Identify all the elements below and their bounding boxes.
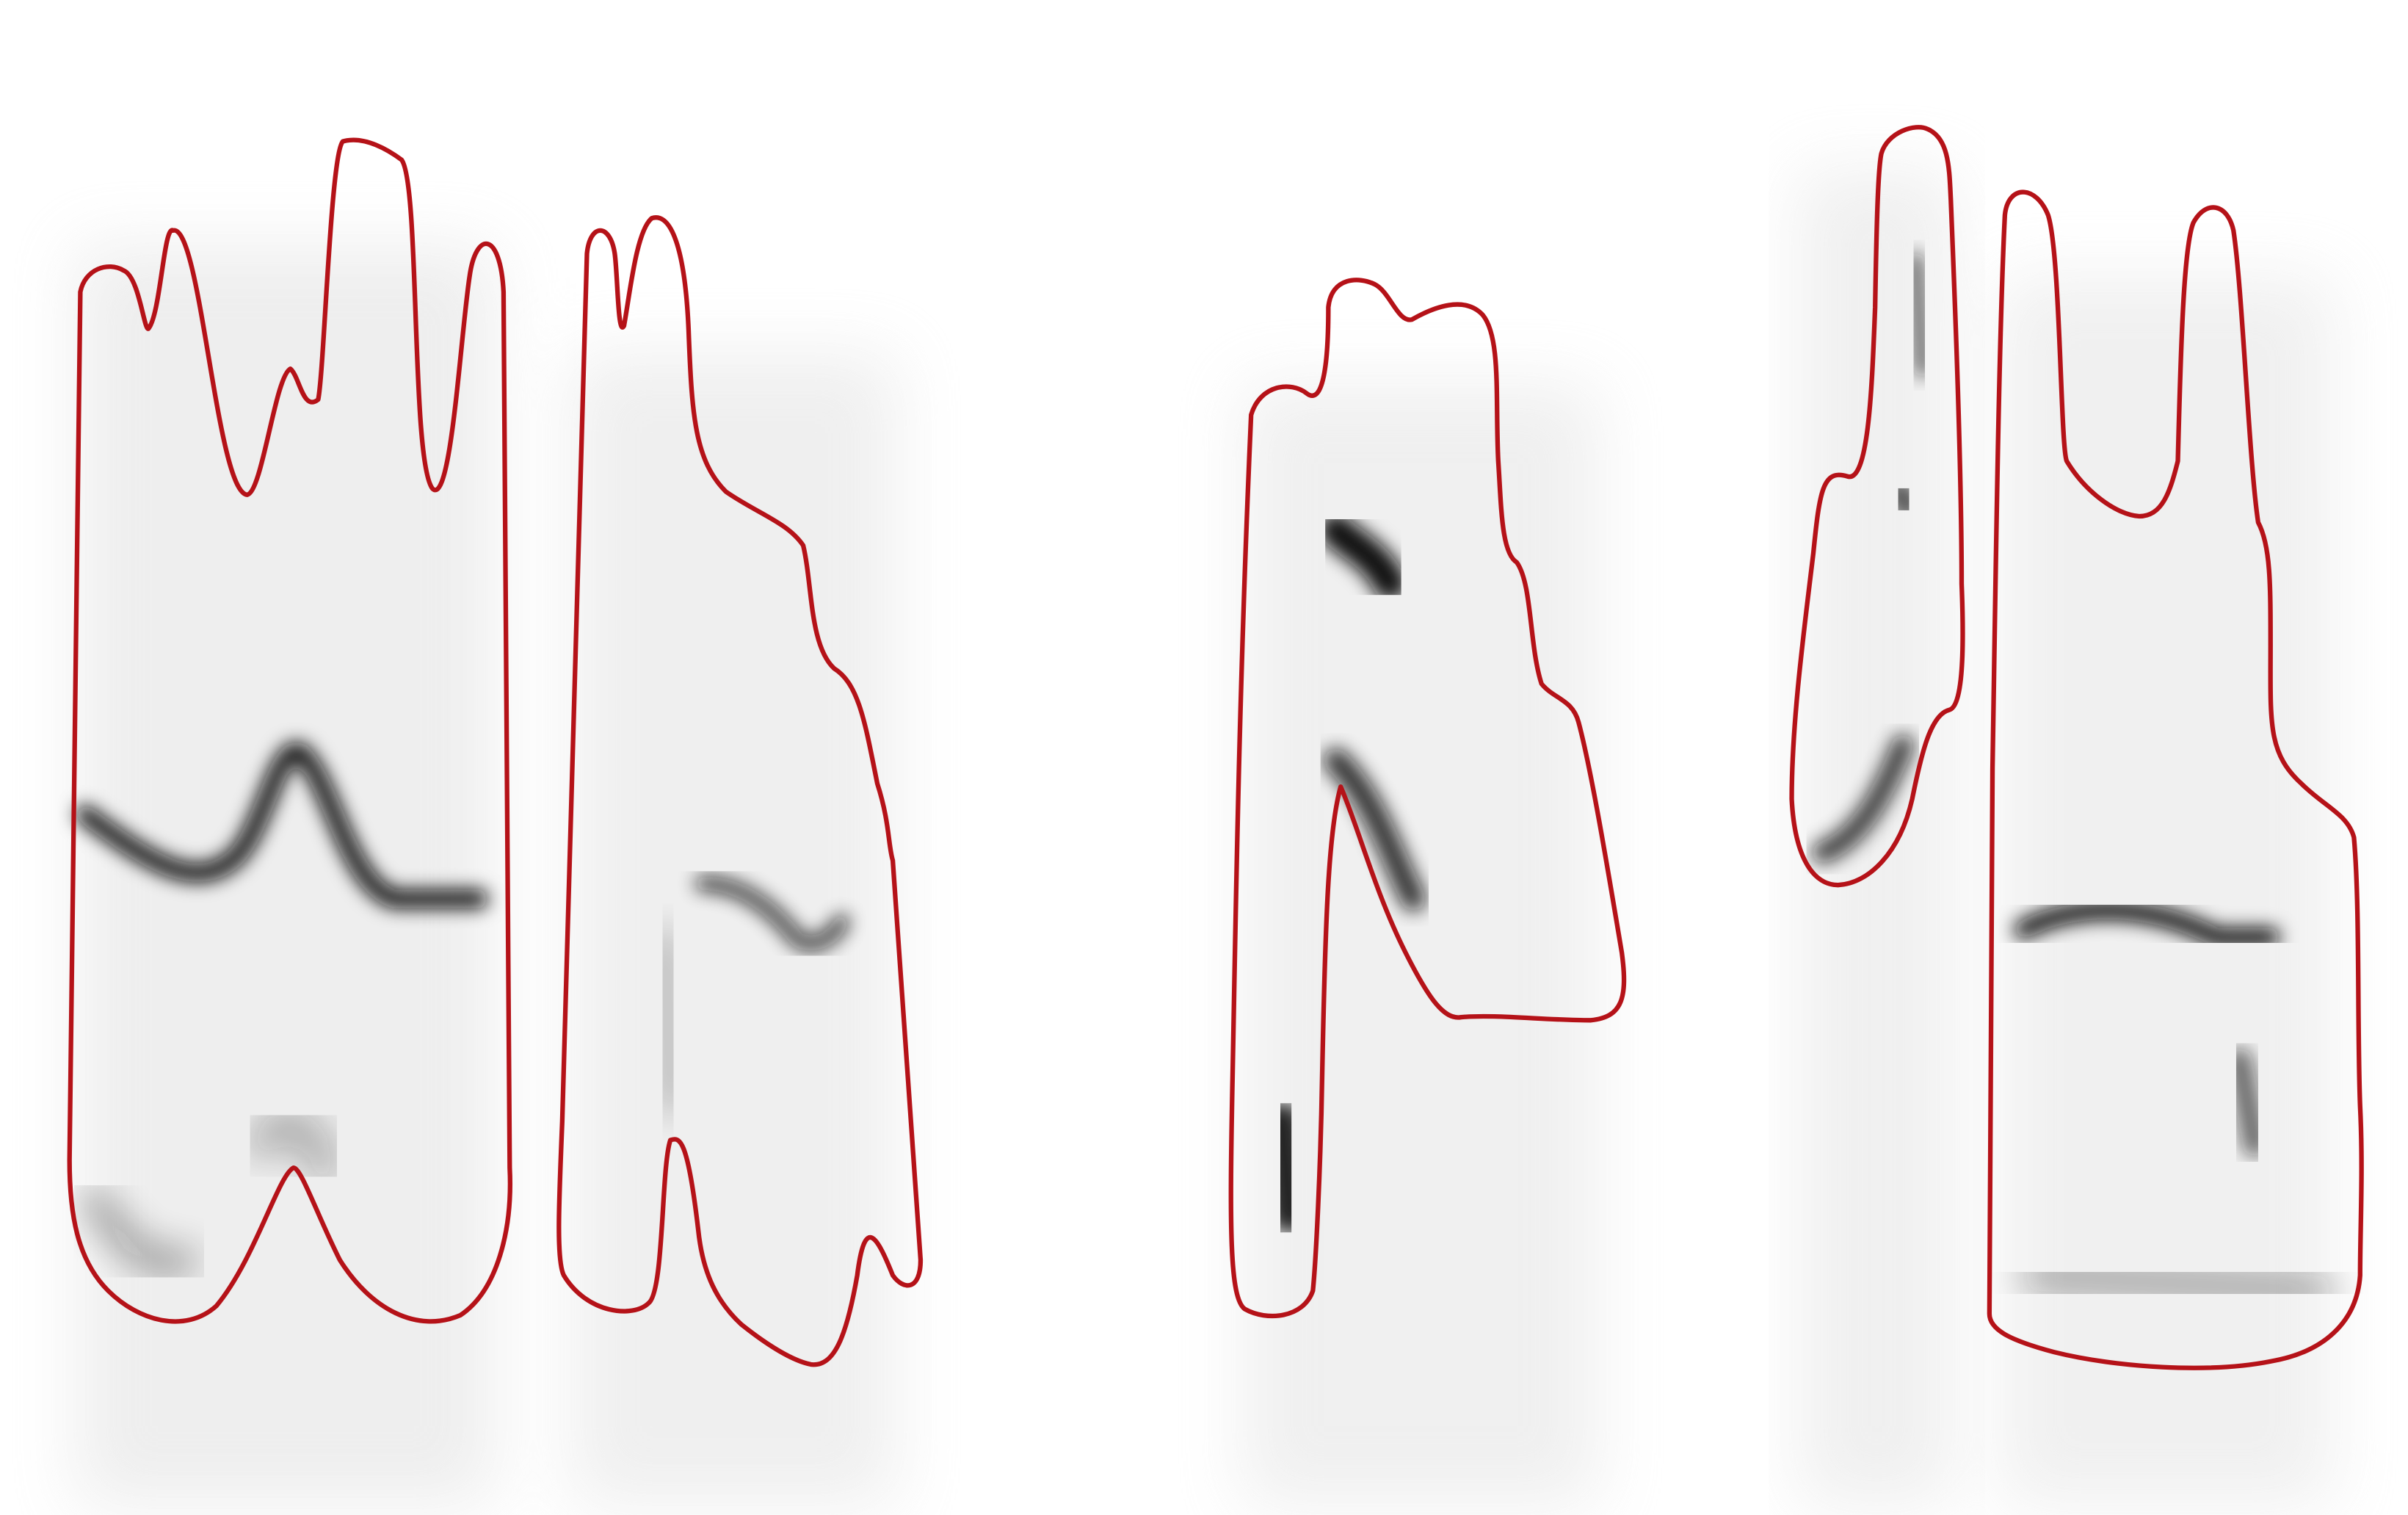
segment-outline-1 (67, 137, 512, 1324)
segment-outlines (67, 125, 2364, 1370)
segment-outline-3 (1228, 278, 1627, 1319)
segment-outline-2 (556, 215, 924, 1367)
segment-outline-5 (1987, 189, 2364, 1370)
segment-outline-4 (1789, 125, 1965, 888)
spectrogram-dark-features (76, 252, 2335, 1308)
